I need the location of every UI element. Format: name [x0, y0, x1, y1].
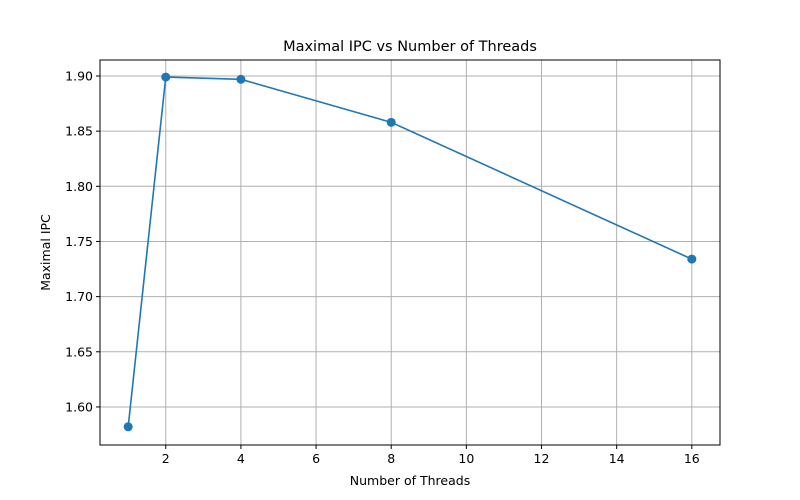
series-layer — [123, 72, 697, 432]
y-axis-label: Maximal IPC — [38, 214, 53, 291]
y-tick-label: 1.80 — [65, 179, 93, 194]
x-axis: 2 4 6 8 10 12 14 16 — [162, 445, 700, 466]
data-point — [161, 72, 171, 82]
data-point — [687, 254, 697, 264]
x-tick-label: 8 — [387, 451, 395, 466]
y-tick-label: 1.85 — [65, 124, 93, 139]
x-tick-label: 2 — [162, 451, 170, 466]
x-tick-label: 4 — [237, 451, 245, 466]
chart-title: Maximal IPC vs Number of Threads — [283, 39, 537, 55]
y-axis: 1.60 1.65 1.70 1.75 1.80 1.85 1.90 — [65, 68, 100, 414]
plot-frame — [99, 59, 721, 446]
x-tick-label: 14 — [609, 451, 625, 466]
data-point — [123, 422, 133, 432]
y-tick-label: 1.75 — [65, 234, 93, 249]
x-tick-label: 16 — [684, 451, 700, 466]
x-axis-label: Number of Threads — [350, 473, 470, 488]
data-point — [386, 117, 396, 127]
data-point — [236, 74, 246, 84]
x-tick-label: 10 — [458, 451, 474, 466]
y-tick-label: 1.60 — [65, 399, 93, 414]
x-tick-label: 12 — [534, 451, 550, 466]
y-tick-label: 1.70 — [65, 289, 93, 304]
x-tick-label: 6 — [312, 451, 320, 466]
y-tick-label: 1.65 — [65, 344, 93, 359]
y-tick-label: 1.90 — [65, 68, 93, 83]
